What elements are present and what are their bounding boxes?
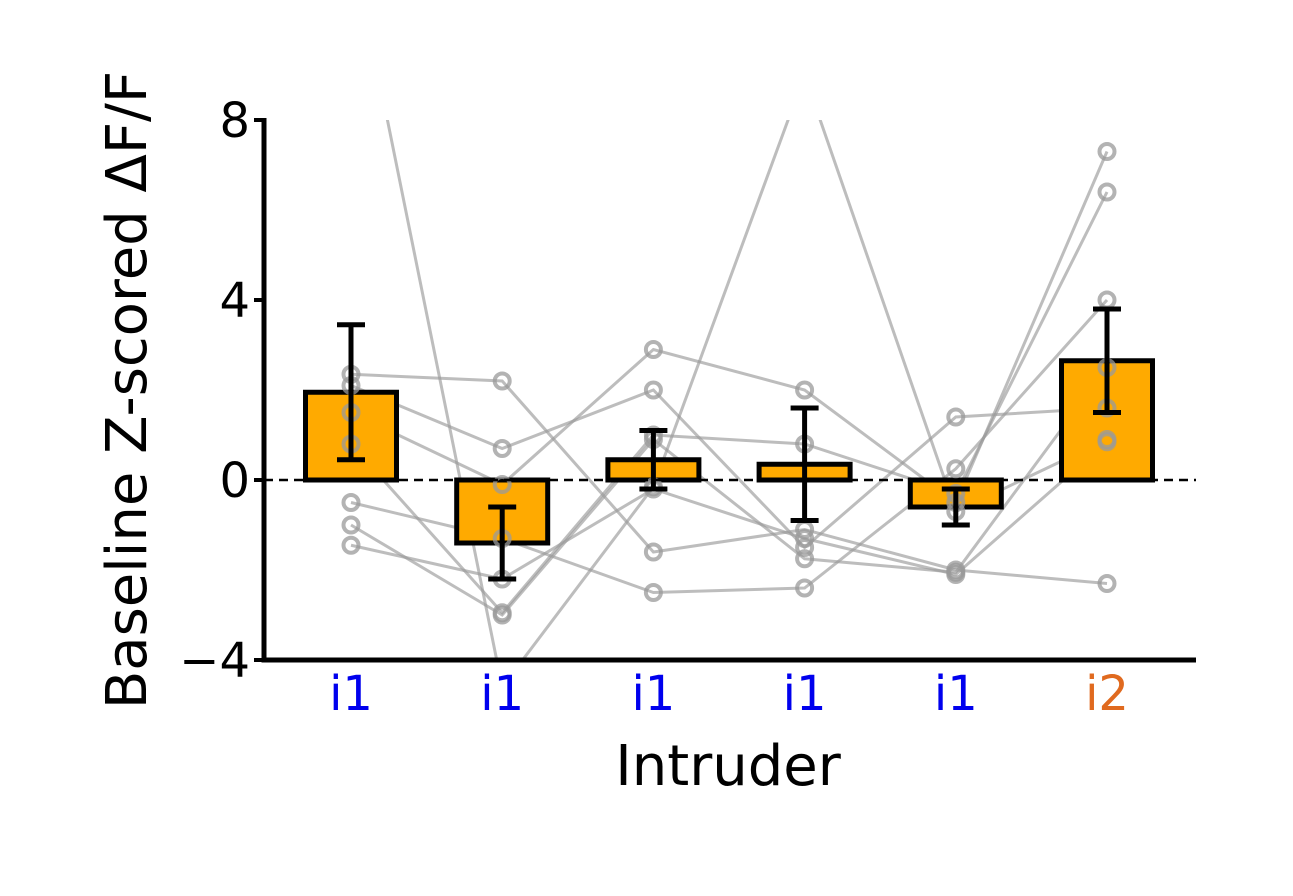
subject-point-7-4	[795, 529, 815, 548]
subject-line-5	[350, 298, 1109, 595]
subject-point-8-4	[797, 68, 812, 83]
subject-point-2-4	[795, 538, 815, 557]
subject-point-3-4	[795, 380, 815, 400]
subject-line-6	[350, 366, 1109, 617]
subject-point-5-1	[341, 493, 361, 512]
subject-point-8-6	[1097, 430, 1117, 449]
x-tick-label: i2	[1085, 666, 1129, 722]
y-tick-label: −4	[179, 633, 250, 689]
subject-point-1-3	[643, 542, 663, 562]
subject-point-4-6	[1097, 182, 1117, 202]
subject-point-3-3	[643, 340, 663, 359]
x-axis-title: Intruder	[615, 734, 841, 799]
subject-point-5-5	[946, 459, 966, 479]
y-axis-title: Baseline Z-scored ΔF/F	[95, 71, 160, 709]
subject-point-2-2	[492, 439, 512, 458]
subject-point-7-5	[946, 565, 966, 584]
error-bars-layer	[337, 306, 1121, 582]
x-tick-label: i1	[934, 666, 978, 722]
y-tick-labels: −4 0 4 8	[179, 93, 264, 689]
y-tick-label: 8	[219, 93, 250, 149]
subject-point-6-4	[795, 549, 815, 569]
subject-point-2-5	[946, 407, 966, 427]
subject-point-6-2	[492, 605, 512, 625]
x-tick-label: i1	[480, 666, 524, 722]
subject-lines-layer	[349, 120, 1109, 660]
subject-point-5-4	[795, 578, 815, 598]
x-tick-label: i1	[783, 666, 827, 722]
x-tick-label: i1	[631, 666, 675, 722]
subject-line-4	[349, 191, 1109, 616]
subject-point-3-2	[492, 475, 512, 494]
subject-point-7-1	[341, 535, 361, 555]
x-tick-label: i1	[329, 666, 373, 722]
axes	[261, 118, 1196, 663]
subject-line-1	[350, 372, 1108, 585]
y-tick-label: 0	[219, 453, 250, 509]
x-tick-labels: i1 i1 i1 i1 i1 i2	[329, 666, 1129, 722]
subject-line-8	[385, 120, 1108, 660]
subject-point-1-6	[1097, 574, 1117, 593]
subject-line-3	[350, 150, 1109, 505]
y-tick-label: 4	[219, 273, 250, 329]
subject-point-5-3	[643, 583, 663, 602]
subject-point-2-3	[643, 380, 663, 400]
subject-line-2	[350, 384, 1108, 550]
subject-point-3-6	[1097, 142, 1117, 161]
subject-point-1-2	[492, 371, 512, 391]
subject-line-7	[350, 440, 1108, 581]
subject-point-6-1	[341, 515, 361, 535]
